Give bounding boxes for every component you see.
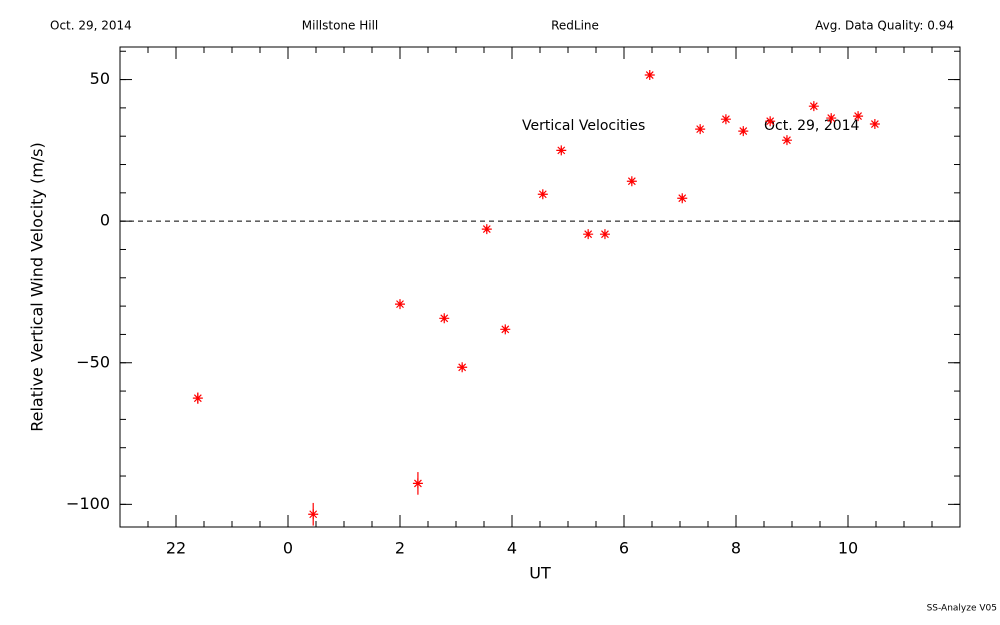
point bbox=[395, 299, 405, 310]
point bbox=[695, 124, 706, 135]
point bbox=[738, 126, 749, 137]
point bbox=[808, 101, 819, 112]
x-tick-label: 8 bbox=[731, 539, 741, 558]
x-tick-label: 10 bbox=[838, 539, 858, 558]
footer: SS-Analyze V05 bbox=[927, 604, 997, 614]
point bbox=[537, 189, 548, 200]
y-axis-label: Relative Vertical Wind Velocity (m/s) bbox=[28, 142, 47, 432]
point bbox=[853, 111, 864, 122]
x-tick-label: 0 bbox=[283, 539, 293, 558]
x-axis-label: UT bbox=[529, 564, 551, 583]
y-tick-label: −100 bbox=[66, 494, 110, 513]
point bbox=[826, 113, 837, 124]
point bbox=[308, 509, 319, 520]
point bbox=[626, 176, 637, 187]
point bbox=[720, 114, 731, 125]
point bbox=[412, 478, 423, 489]
y-tick-label: −50 bbox=[76, 352, 110, 371]
point bbox=[781, 135, 792, 146]
x-tick-label: 22 bbox=[166, 539, 186, 558]
point bbox=[644, 70, 655, 81]
point bbox=[583, 229, 594, 240]
y-tick-label: 50 bbox=[90, 69, 110, 88]
x-tick-label: 4 bbox=[507, 539, 517, 558]
header-site: Millstone Hill bbox=[302, 19, 378, 33]
point bbox=[439, 313, 450, 324]
point bbox=[677, 193, 688, 204]
point bbox=[869, 119, 880, 130]
x-tick-label: 6 bbox=[619, 539, 629, 558]
point bbox=[599, 229, 610, 240]
point bbox=[556, 145, 567, 156]
point bbox=[192, 393, 203, 404]
header-date: Oct. 29, 2014 bbox=[50, 19, 132, 33]
annotation: Oct. 29, 2014 bbox=[764, 118, 860, 134]
y-tick-label: 0 bbox=[100, 211, 110, 230]
point bbox=[481, 224, 492, 235]
header-instrument: RedLine bbox=[551, 19, 599, 33]
x-tick-label: 2 bbox=[395, 539, 405, 558]
annotation: Vertical Velocities bbox=[522, 118, 645, 134]
header-quality: Avg. Data Quality: 0.94 bbox=[815, 19, 954, 33]
point bbox=[457, 362, 468, 373]
point bbox=[500, 324, 511, 335]
point bbox=[765, 116, 776, 127]
